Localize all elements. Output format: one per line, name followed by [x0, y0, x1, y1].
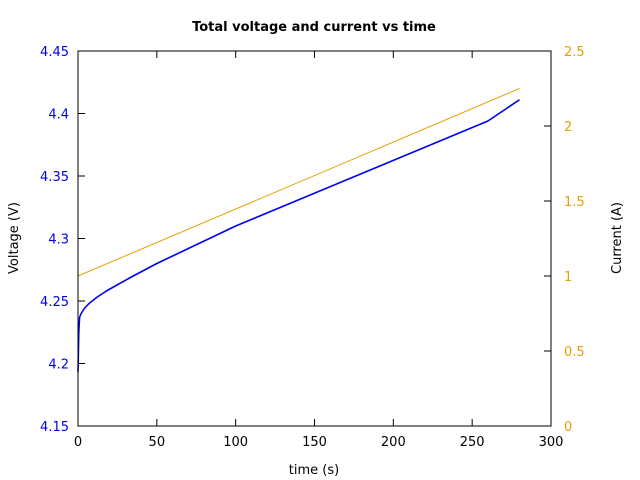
voltage-series-line [77, 99, 520, 373]
y-left-tick-label: 4.4 [48, 108, 69, 123]
x-axis-label: time (s) [289, 463, 339, 478]
y-right-tick-label: 1.5 [564, 195, 585, 210]
x-tick-label: 200 [381, 435, 406, 450]
y-right-tick-label: 1 [564, 270, 572, 285]
y-right-tick-label: 2.5 [564, 45, 585, 60]
y-left-tick-label: 4.25 [40, 295, 69, 310]
y-right-tick-label: 0.5 [564, 345, 585, 360]
y-left-tick-label: 4.35 [40, 170, 69, 185]
current-series-line [77, 88, 520, 277]
ticks-group: 0 50 100 150 200 250 300 4.15 4.2 4.25 4.3 4.35 4.4 4… [40, 45, 585, 450]
x-tick-label: 100 [223, 435, 248, 450]
y-left-tick-label: 4.45 [40, 45, 69, 60]
series-group [77, 88, 520, 373]
y-left-tick-label: 4.15 [40, 420, 69, 435]
y-right-tick-label: 0 [564, 420, 572, 435]
x-tick-label: 300 [539, 435, 564, 450]
y-right-tick-label: 2 [564, 120, 572, 135]
x-tick-label: 50 [149, 435, 166, 450]
x-tick-label: 0 [74, 435, 82, 450]
y-left-tick-label: 4.2 [48, 358, 69, 373]
x-tick-label: 250 [460, 435, 485, 450]
y-left-tick-label: 4.3 [48, 233, 69, 248]
x-tick-label: 150 [302, 435, 327, 450]
y-right-axis-label: Current (A) [610, 202, 625, 274]
plot-frame [77, 50, 552, 427]
chart-title: Total voltage and current vs time [192, 20, 436, 35]
y-left-axis-label: Voltage (V) [7, 202, 22, 274]
